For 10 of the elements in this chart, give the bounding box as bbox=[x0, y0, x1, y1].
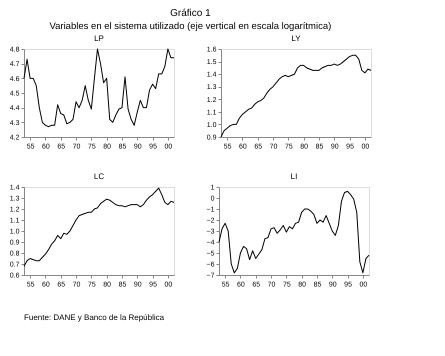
line-series bbox=[218, 190, 370, 274]
chart-title: LI bbox=[290, 172, 298, 181]
chart-title: LC bbox=[94, 172, 104, 181]
source-note: Fuente: DANE y Banco de la República bbox=[24, 313, 165, 322]
chart-title: LP bbox=[94, 34, 104, 43]
text: Variables en el sistema utilizado (eje vertical en escala logarítmica) bbox=[49, 21, 332, 32]
text: Gráfico 1 bbox=[170, 8, 212, 19]
line-series bbox=[24, 48, 174, 128]
chart-title: LY bbox=[291, 34, 302, 43]
line-series bbox=[24, 188, 174, 267]
